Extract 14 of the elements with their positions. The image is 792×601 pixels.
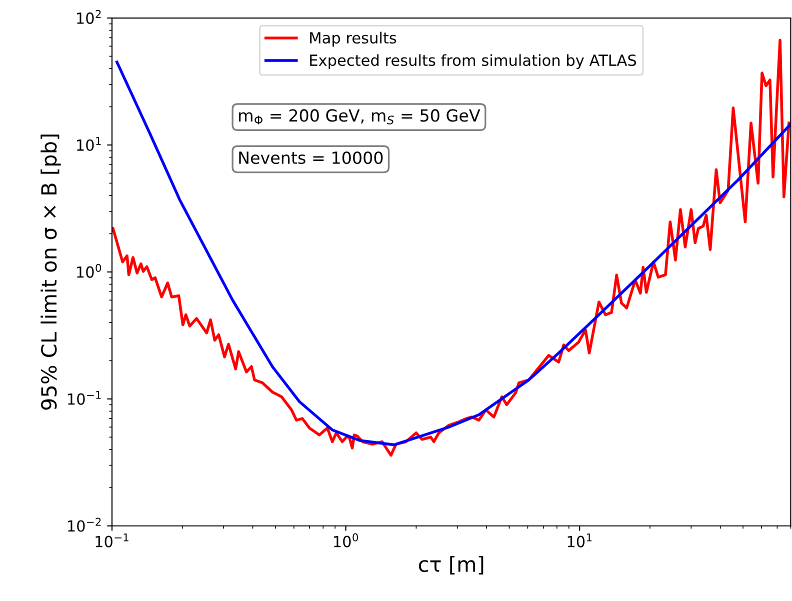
y-tick-label: 10$^{−1}$ <box>68 390 101 405</box>
annotation: m$_{Φ}$ = 200 GeV, m$_{S}$ = 50 GeV <box>239 109 480 124</box>
x-tick-label: 10$^{0}$ <box>334 533 358 548</box>
legend-label: Map results <box>310 32 396 47</box>
y-tick-label: 10$^{1}$ <box>77 137 101 151</box>
y-tick-label: 10$^{0}$ <box>77 264 102 278</box>
annotation: Nevents = 10000 <box>239 151 383 164</box>
y-tick-label: 10$^{2}$ <box>77 10 101 24</box>
x-tick-label: 10$^{−1}$ <box>96 533 128 548</box>
y-axis-title: 95% CL limit on σ × B [pb] <box>40 134 61 410</box>
y-tick-label: 10$^{−2}$ <box>68 518 101 532</box>
legend-label: Expected results from simulation by ATLAS <box>310 54 636 69</box>
x-axis-title: cτ [m] <box>418 556 484 575</box>
x-tick-label: 10$^{1}$ <box>568 533 592 548</box>
